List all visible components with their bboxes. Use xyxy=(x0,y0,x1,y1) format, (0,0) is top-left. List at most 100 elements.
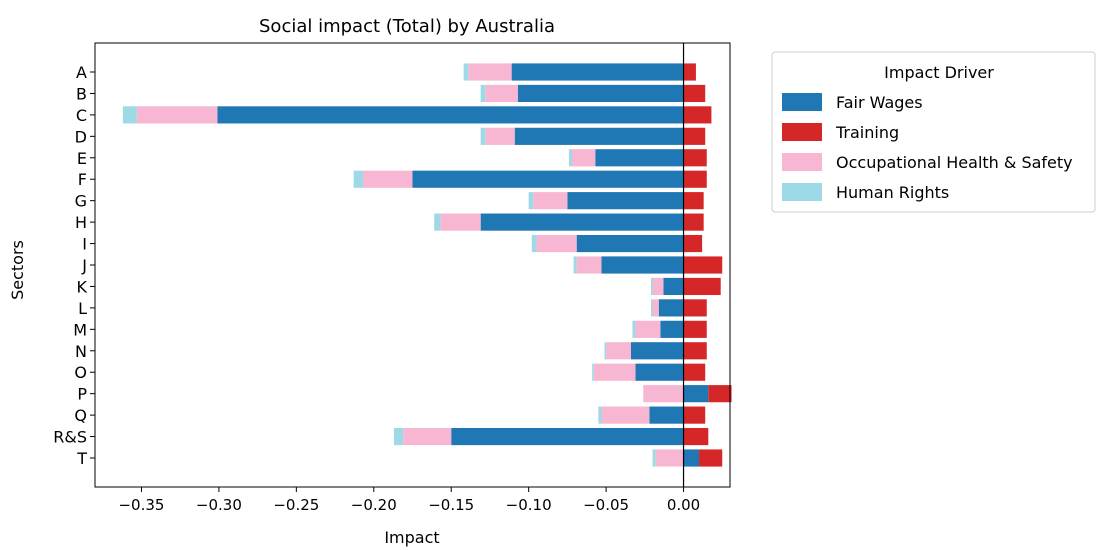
y-tick-label: J xyxy=(81,256,87,275)
bar-p-occupational-health-safety xyxy=(643,385,684,403)
bar-p-fair-wages xyxy=(683,385,709,403)
bar-h-training xyxy=(683,213,704,231)
bar-j-occupational-health-safety xyxy=(576,256,602,274)
bar-c-training xyxy=(683,106,712,124)
y-tick-label: P xyxy=(77,385,87,404)
bar-d-training xyxy=(683,127,706,145)
x-tick-label: −0.05 xyxy=(583,496,629,514)
bar-a-occupational-health-safety xyxy=(468,63,512,81)
bar-d-occupational-health-safety xyxy=(485,127,515,145)
bar-e-occupational-health-safety xyxy=(572,149,596,167)
legend-label-human-rights: Human Rights xyxy=(836,183,949,202)
y-tick-label: Q xyxy=(74,406,87,425)
bar-j-human-rights xyxy=(573,256,577,274)
bar-q-occupational-health-safety xyxy=(601,406,650,424)
bar-d-fair-wages xyxy=(514,127,684,145)
bar-b-fair-wages xyxy=(517,84,684,103)
x-tick-label: −0.15 xyxy=(428,496,474,514)
bar-o-fair-wages xyxy=(635,363,684,381)
y-tick-label: I xyxy=(82,235,87,254)
bar-m-occupational-health-safety xyxy=(635,320,661,338)
bar-l-occupational-health-safety xyxy=(652,299,659,317)
x-axis-label: Impact xyxy=(384,528,439,547)
bar-n-training xyxy=(683,342,707,360)
bar-e-training xyxy=(683,149,707,167)
bar-q-human-rights xyxy=(598,406,602,424)
bar-r-s-fair-wages xyxy=(451,427,684,446)
bar-t-training xyxy=(699,449,723,467)
y-tick-label: H xyxy=(75,213,87,232)
y-tick-label: O xyxy=(74,363,87,382)
bar-e-fair-wages xyxy=(595,149,684,167)
x-tick-label: 0.00 xyxy=(667,496,700,514)
bar-t-occupational-health-safety xyxy=(655,449,684,467)
bar-k-fair-wages xyxy=(663,277,684,296)
bar-l-human-rights xyxy=(651,299,653,317)
bar-m-fair-wages xyxy=(660,320,684,338)
legend-swatch-occupational-health-safety xyxy=(782,153,822,171)
bar-g-fair-wages xyxy=(567,192,684,210)
bar-p-training xyxy=(708,385,732,403)
x-tick-label: −0.20 xyxy=(351,496,397,514)
bar-q-training xyxy=(683,406,706,424)
bar-b-occupational-health-safety xyxy=(485,84,518,103)
bar-r-s-human-rights xyxy=(393,427,404,446)
y-tick-label: K xyxy=(77,277,88,296)
bar-k-human-rights xyxy=(651,277,653,296)
bar-f-human-rights xyxy=(353,170,363,188)
bar-n-occupational-health-safety xyxy=(606,342,631,360)
legend: Impact Driver Fair Wages Training Occupati… xyxy=(771,51,1096,213)
bar-k-occupational-health-safety xyxy=(652,277,664,296)
legend-label-fair-wages: Fair Wages xyxy=(836,93,923,112)
bar-k-training xyxy=(683,277,721,296)
legend-label-occupational-health-safety: Occupational Health & Safety xyxy=(836,153,1073,172)
bar-a-human-rights xyxy=(463,63,469,81)
y-tick-label: F xyxy=(78,170,87,189)
y-tick-label: A xyxy=(76,63,87,82)
bar-n-fair-wages xyxy=(630,342,684,360)
bar-m-training xyxy=(683,320,707,338)
y-tick-label: N xyxy=(75,342,87,361)
bar-o-human-rights xyxy=(592,363,594,381)
x-axis: −0.35 −0.30 −0.25 −0.20 −0.15 −0.10 −0.05 0.00 xyxy=(118,487,700,514)
bar-f-fair-wages xyxy=(412,170,684,188)
bar-l-fair-wages xyxy=(658,299,684,317)
legend-frame xyxy=(771,51,1096,213)
legend-swatch-human-rights xyxy=(782,183,822,201)
bar-d-human-rights xyxy=(480,127,486,145)
chart-title: Social impact (Total) by Australia xyxy=(259,16,555,37)
bar-i-fair-wages xyxy=(576,234,684,253)
bar-j-training xyxy=(683,256,723,274)
bar-g-occupational-health-safety xyxy=(533,192,568,210)
y-axis-label: Sectors xyxy=(8,240,27,300)
bar-i-training xyxy=(683,234,703,253)
y-tick-label: L xyxy=(78,299,87,318)
bar-i-human-rights xyxy=(531,234,537,253)
bar-f-occupational-health-safety xyxy=(362,170,413,188)
y-tick-label: G xyxy=(75,192,87,211)
y-tick-label: B xyxy=(76,84,87,103)
y-tick-label: C xyxy=(76,106,87,125)
y-tick-label: T xyxy=(76,449,87,468)
legend-swatch-fair-wages xyxy=(782,93,822,111)
bar-c-fair-wages xyxy=(217,106,684,124)
bar-a-fair-wages xyxy=(511,63,684,81)
legend-entries: Fair Wages Training Occupational Health & … xyxy=(782,93,1073,202)
bar-f-training xyxy=(683,170,707,188)
bar-h-human-rights xyxy=(434,213,441,231)
bar-b-training xyxy=(683,84,706,103)
bar-h-fair-wages xyxy=(480,213,684,231)
y-tick-label: M xyxy=(73,320,87,339)
bar-e-human-rights xyxy=(568,149,573,167)
bar-c-human-rights xyxy=(122,106,137,124)
bar-t-human-rights xyxy=(652,449,656,467)
bar-g-training xyxy=(683,192,704,210)
plot-area xyxy=(94,42,732,488)
legend-swatch-training xyxy=(782,123,822,141)
bar-a-training xyxy=(683,63,696,81)
bar-j-fair-wages xyxy=(601,256,684,274)
legend-title: Impact Driver xyxy=(884,63,994,82)
x-tick-label: −0.30 xyxy=(196,496,242,514)
